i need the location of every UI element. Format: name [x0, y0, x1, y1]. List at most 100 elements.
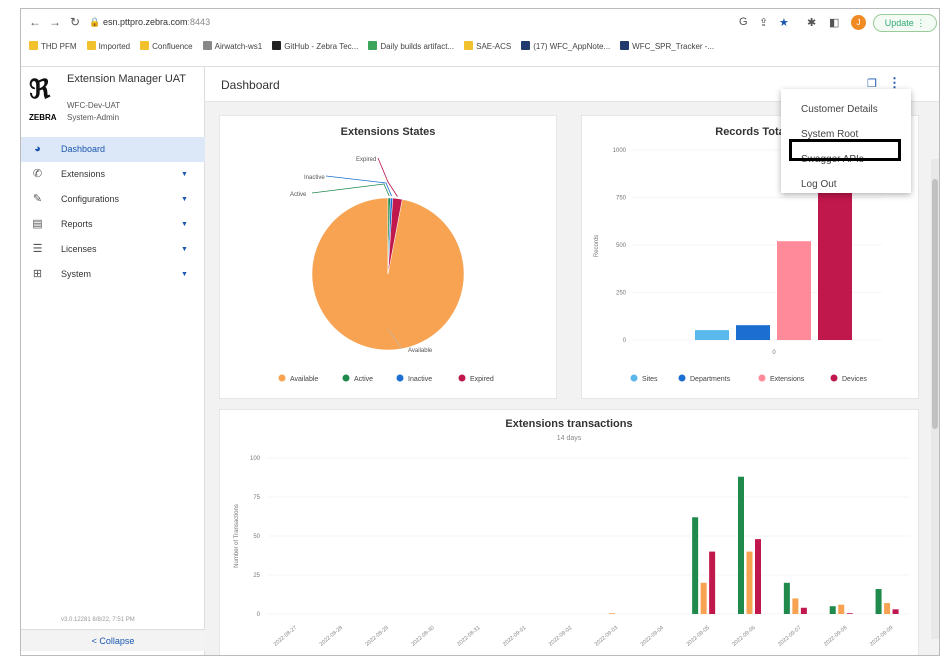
bookmark-favicon-icon [29, 41, 38, 50]
reload-icon[interactable]: ↻ [69, 15, 81, 29]
chevron-down-icon: ▼ [181, 196, 188, 203]
google-icon[interactable]: G [739, 16, 748, 28]
back-icon[interactable]: ← [29, 15, 41, 29]
browser-window: ← → ↻ 🔒 esn.pttpro.zebra.com:8443 G ⇪ ★ … [20, 8, 940, 656]
x-tick-label: 2022-09-06 [731, 625, 756, 648]
bookmarks-bar: THD PFM Imported Confluence Airwatch-ws1 Git… [29, 41, 933, 59]
bar-active-2022-09-08[interactable] [829, 606, 836, 614]
x-tick-label: 2022-09-05 [686, 625, 711, 648]
x-tick-label: 2022-08-29 [365, 625, 390, 648]
bar-active-2022-09-07[interactable] [783, 582, 790, 614]
menu-item-log-out[interactable]: Log Out [801, 179, 837, 190]
legend-label-departments[interactable]: Departments [690, 376, 731, 383]
legend-label-devices[interactable]: Devices [842, 376, 867, 383]
bookmark-airwatch-ws1[interactable]: Airwatch-ws1 [202, 41, 263, 51]
legend-label-available[interactable]: Available [290, 376, 318, 383]
url-port: :8443 [187, 17, 211, 27]
bar-available-2022-09-05[interactable] [700, 582, 707, 614]
bar-available-2022-09-09[interactable] [884, 603, 891, 614]
bookmark-github-zebra-tec[interactable]: GitHub - Zebra Tec... [272, 41, 358, 51]
kebab-menu-icon[interactable]: ⋮ [888, 75, 901, 90]
bar-expired-2022-09-08[interactable] [846, 613, 853, 614]
x-tick-label: 2022-08-30 [410, 625, 435, 648]
bookmark-confluence[interactable]: Confluence [140, 41, 193, 51]
bar-active-2022-09-05[interactable] [692, 517, 699, 614]
lock-icon: 🔒 [89, 17, 101, 27]
bookmark-17-wfc-appnote[interactable]: (17) WFC_AppNote... [521, 41, 610, 51]
bar-active-2022-09-09[interactable] [875, 589, 882, 614]
bookmark-favicon-icon [368, 41, 378, 50]
bar-available-2022-09-07[interactable] [792, 598, 799, 614]
bar-expired-2022-09-07[interactable] [800, 607, 807, 614]
legend-dot-inactive [396, 374, 404, 382]
extensions-icon[interactable]: ✱ [807, 17, 817, 29]
update-button[interactable]: Update ⋮ [873, 14, 937, 32]
menu-item-customer-details[interactable]: Customer Details [801, 104, 878, 115]
y-tick-label: 0 [257, 612, 261, 618]
forward-icon[interactable]: → [49, 15, 61, 29]
pie-slice-expired[interactable] [387, 197, 403, 275]
legend-label-expired[interactable]: Expired [470, 376, 494, 383]
sidebar-item-dashboard[interactable]: ◕ Dashboard [21, 137, 205, 162]
pie-label-inactive: Inactive [304, 175, 325, 181]
bookmark-label: GitHub - Zebra Tec... [284, 42, 359, 51]
bookmark-label: Confluence [152, 42, 193, 51]
bookmark-imported[interactable]: Imported [86, 41, 130, 51]
x-tick-label: 2022-09-07 [777, 625, 802, 648]
bar-departments[interactable] [736, 325, 770, 340]
y-tick-label: 0 [623, 338, 627, 344]
url-bar[interactable]: esn.pttpro.zebra.com:8443 [103, 17, 210, 27]
x-tick-label: 2022-09-04 [640, 625, 665, 648]
bar-available-2022-09-03[interactable] [608, 613, 615, 614]
y-tick-label: 25 [253, 573, 260, 579]
chevron-down-icon: ▼ [181, 246, 188, 253]
sidebar-item-reports[interactable]: ▤ Reports ▼ [21, 212, 205, 237]
sidebar-item-system[interactable]: ⊞ System ▼ [21, 262, 205, 287]
sidebar-nav: ◕ Dashboard ✆ Extensions ▼ ✎ Configurations ▼ ▤ R… [21, 137, 205, 287]
sidebar-item-label: System [61, 269, 92, 279]
page-title: Dashboard [221, 78, 280, 92]
legend-label-extensions[interactable]: Extensions [770, 376, 805, 383]
bookmark-sae-acs[interactable]: SAE-ACS [464, 41, 511, 51]
share-icon[interactable]: ⇪ [759, 17, 769, 29]
bar-available-2022-09-06[interactable] [746, 551, 753, 614]
menu-item-system-root[interactable]: System Root [801, 129, 859, 140]
x-tick-label: 0 [772, 350, 776, 356]
bar-expired-2022-09-06[interactable] [755, 539, 761, 614]
document-icon[interactable]: ❐ [867, 78, 877, 90]
bookmark-thd-pfm[interactable]: THD PFM [29, 41, 77, 51]
sidebar: ℜ ZEBRA Extension Manager UAT WFC-Dev-UA… [21, 67, 205, 655]
bar-available-2022-09-08[interactable] [838, 604, 845, 614]
profile-avatar[interactable]: J [851, 15, 866, 30]
sidebar-item-extensions[interactable]: ✆ Extensions ▼ [21, 162, 205, 187]
bar-expired-2022-09-05[interactable] [709, 551, 716, 614]
bookmark-daily-builds-artifact[interactable]: Daily builds artifact... [368, 41, 454, 51]
legend-label-active[interactable]: Active [354, 376, 373, 383]
pie-leader-line [377, 157, 398, 197]
sidebar-item-label: Licenses [61, 244, 97, 254]
sidebar-item-label: Configurations [61, 194, 120, 204]
chevron-down-icon: ▼ [181, 271, 188, 278]
update-label: Update [884, 18, 914, 28]
bar-active-2022-09-06[interactable] [738, 476, 744, 614]
bar-sites[interactable] [695, 330, 729, 340]
sidebar-item-configurations[interactable]: ✎ Configurations ▼ [21, 187, 205, 212]
chevron-down-icon: ▼ [181, 171, 188, 178]
sidepanel-icon[interactable]: ◧ [829, 17, 840, 29]
bar-expired-2022-09-09[interactable] [892, 609, 899, 614]
bookmark-label: Airwatch-ws1 [214, 42, 263, 51]
legend-dot-devices [830, 374, 838, 382]
x-tick-label: 2022-08-31 [456, 625, 481, 648]
bar-extensions[interactable] [777, 241, 811, 340]
bookmark-wfc-spr-tracker[interactable]: WFC_SPR_Tracker -... [620, 41, 714, 51]
collapse-button[interactable]: < Collapse [21, 629, 205, 651]
records-chart-title: Records Tota [715, 126, 785, 138]
legend-label-sites[interactable]: Sites [642, 376, 658, 383]
transactions-bar-chart: 0 25 50 75 100 Number of Transactions 2022-08-… [234, 456, 910, 648]
star-icon[interactable]: ★ [779, 17, 789, 29]
sidebar-item-licenses[interactable]: ☰ Licenses ▼ [21, 237, 205, 262]
legend-label-inactive[interactable]: Inactive [408, 376, 432, 383]
bar-devices[interactable] [818, 188, 852, 340]
scrollbar-thumb[interactable] [932, 179, 938, 429]
bookmark-favicon-icon [620, 41, 630, 50]
